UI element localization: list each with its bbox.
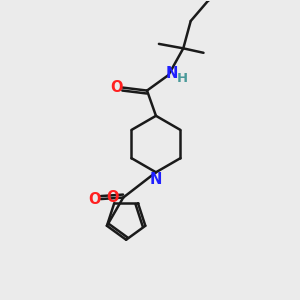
Text: H: H	[177, 72, 188, 85]
Text: N: N	[150, 172, 162, 187]
Text: O: O	[88, 191, 101, 206]
Text: O: O	[110, 80, 122, 95]
Text: N: N	[166, 66, 178, 81]
Text: O: O	[106, 190, 119, 205]
